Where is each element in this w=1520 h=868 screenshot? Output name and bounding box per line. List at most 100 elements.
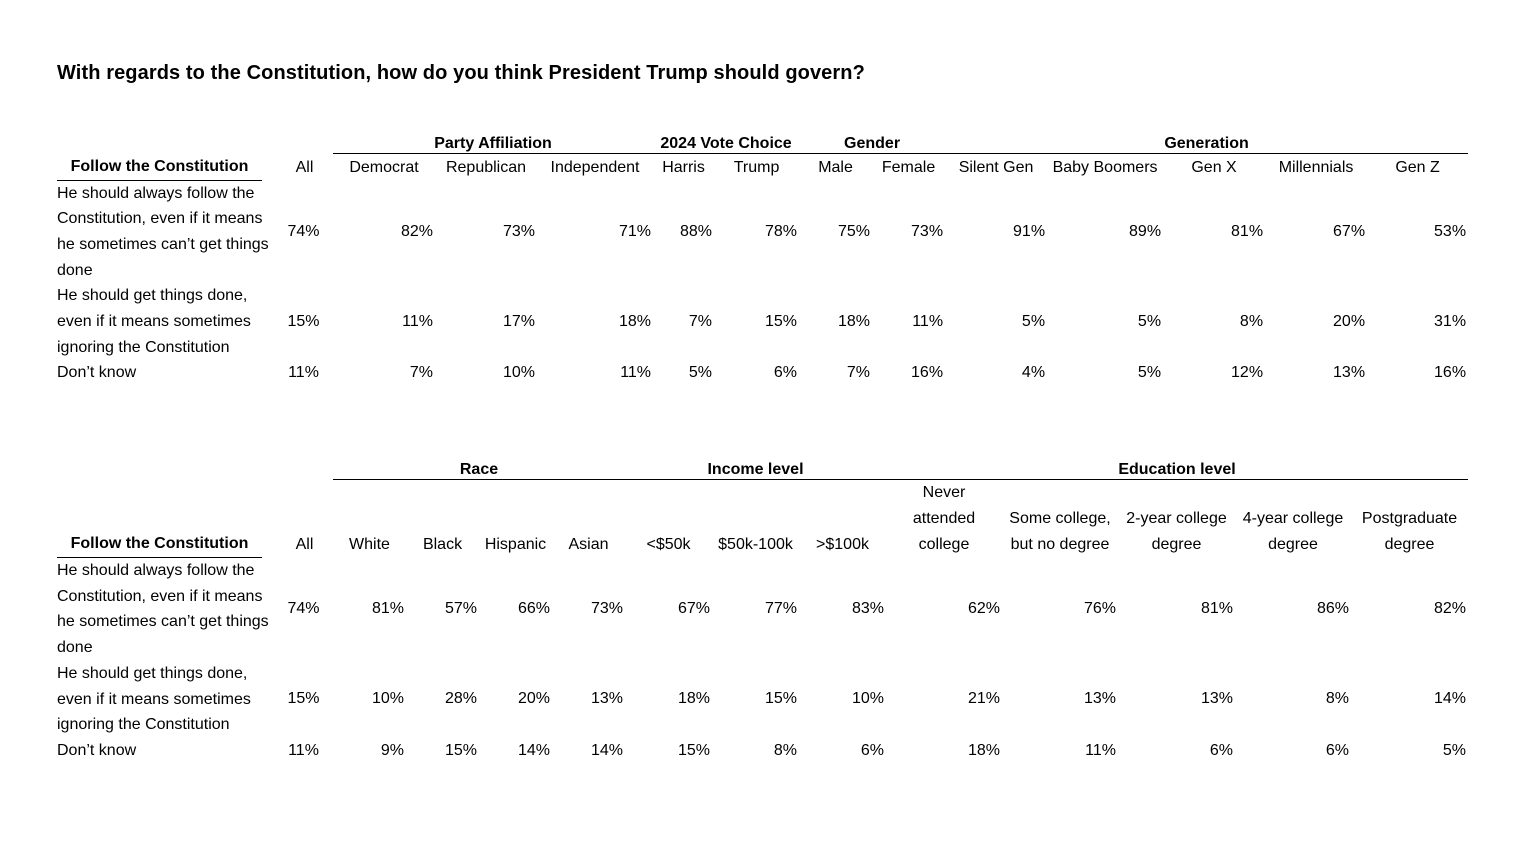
response-label: He should get things done, even if it me… bbox=[57, 664, 251, 734]
value-cell: 14% bbox=[590, 741, 623, 759]
column-header: Millennials bbox=[1278, 158, 1354, 176]
value-cell: 13% bbox=[1083, 690, 1116, 708]
value-cell: 12% bbox=[1231, 364, 1264, 382]
response-label: He should always follow the Constitution… bbox=[57, 184, 269, 279]
value-cell: 11% bbox=[288, 364, 319, 382]
value-cell: 18% bbox=[677, 690, 710, 708]
column-header: >$100k bbox=[816, 536, 869, 553]
value-cell: 62% bbox=[967, 600, 1000, 618]
value-cell: 71% bbox=[619, 222, 652, 240]
value-cell: 11% bbox=[288, 741, 319, 759]
group-income-level: Income level bbox=[625, 453, 886, 480]
group-race: Race bbox=[333, 453, 625, 480]
value-cell: 15% bbox=[287, 690, 320, 708]
value-cell: 6% bbox=[1325, 741, 1349, 759]
column-header: <$50k bbox=[646, 536, 691, 553]
table-row: He should always follow the Constitution… bbox=[57, 558, 1468, 661]
value-cell: 8% bbox=[1325, 690, 1349, 708]
column-header: Gen Z bbox=[1395, 158, 1440, 176]
value-cell: 21% bbox=[967, 690, 1000, 708]
value-cell: 6% bbox=[1209, 741, 1233, 759]
value-cell: 81% bbox=[371, 600, 404, 618]
page-title: With regards to the Constitution, how do… bbox=[57, 62, 865, 84]
column-header: Asian bbox=[568, 536, 609, 553]
table-row: Don’t know 11% 9% 15% 14% 14% 15% 8% 6% … bbox=[57, 738, 1468, 764]
value-cell: 75% bbox=[838, 222, 871, 240]
value-cell: 11% bbox=[1085, 741, 1116, 759]
response-label: He should always follow the Constitution… bbox=[57, 562, 269, 657]
value-cell: 82% bbox=[1434, 600, 1467, 618]
value-cell: 15% bbox=[287, 312, 320, 330]
value-cell: 83% bbox=[851, 600, 884, 618]
group-vote-choice: 2024 Vote Choice bbox=[653, 127, 800, 154]
row-header: Follow the Constitution bbox=[57, 154, 262, 181]
value-cell: 89% bbox=[1129, 222, 1162, 240]
value-cell: 74% bbox=[287, 600, 320, 618]
value-cell: 10% bbox=[502, 364, 535, 382]
value-cell: 7% bbox=[688, 312, 713, 330]
crosstab-table-2: Race Income level Education level Follow… bbox=[57, 453, 1469, 764]
value-cell: 81% bbox=[1200, 600, 1233, 618]
column-header: Gen X bbox=[1191, 158, 1237, 176]
value-cell: 15% bbox=[765, 312, 798, 330]
value-cell: 76% bbox=[1083, 600, 1116, 618]
value-cell: 67% bbox=[677, 600, 710, 618]
group-header-row: Party Affiliation 2024 Vote Choice Gende… bbox=[57, 127, 1469, 154]
value-cell: 57% bbox=[444, 600, 477, 618]
value-cell: 14% bbox=[517, 741, 550, 759]
column-header: Black bbox=[422, 536, 463, 553]
value-cell: 15% bbox=[677, 741, 710, 759]
value-cell: 10% bbox=[851, 690, 884, 708]
column-header: White bbox=[349, 536, 390, 553]
column-header: All bbox=[295, 536, 314, 553]
value-cell: 11% bbox=[620, 364, 652, 382]
group-party-affiliation: Party Affiliation bbox=[333, 127, 654, 154]
value-cell: 91% bbox=[1013, 222, 1046, 240]
value-cell: 20% bbox=[517, 690, 550, 708]
column-header: 2-year college degree bbox=[1126, 510, 1227, 553]
column-header: Hispanic bbox=[484, 536, 547, 553]
value-cell: 82% bbox=[400, 222, 433, 240]
column-header: Never attended college bbox=[912, 484, 976, 553]
value-cell: 81% bbox=[1231, 222, 1264, 240]
value-cell: 7% bbox=[846, 364, 871, 382]
table-row: He should get things done, even if it me… bbox=[57, 661, 1468, 738]
value-cell: 53% bbox=[1434, 222, 1467, 240]
table-row: He should always follow the Constitution… bbox=[57, 181, 1468, 284]
column-header: Baby Boomers bbox=[1052, 158, 1158, 176]
column-header-row: Follow the Constitution All Democrat Rep… bbox=[57, 154, 1468, 181]
value-cell: 5% bbox=[1021, 312, 1046, 330]
column-header: Independent bbox=[550, 158, 640, 176]
value-cell: 28% bbox=[444, 690, 477, 708]
column-header: 4-year college degree bbox=[1242, 510, 1344, 553]
value-cell: 20% bbox=[1333, 312, 1366, 330]
value-cell: 5% bbox=[688, 364, 713, 382]
group-header-row: Race Income level Education level bbox=[57, 453, 1469, 480]
value-cell: 4% bbox=[1021, 364, 1046, 382]
column-header: $50k-100k bbox=[718, 536, 793, 553]
value-cell: 31% bbox=[1434, 312, 1467, 330]
column-header: Female bbox=[881, 158, 936, 176]
table-row: He should get things done, even if it me… bbox=[57, 283, 1468, 360]
column-header: Harris bbox=[662, 158, 705, 176]
column-header: Republican bbox=[445, 158, 527, 176]
value-cell: 18% bbox=[967, 741, 1000, 759]
crosstab-table-1: Party Affiliation 2024 Vote Choice Gende… bbox=[57, 127, 1469, 386]
value-cell: 5% bbox=[1137, 312, 1162, 330]
value-cell: 13% bbox=[1200, 690, 1233, 708]
column-header-row: Follow the Constitution All White Black … bbox=[57, 480, 1468, 558]
value-cell: 6% bbox=[773, 364, 798, 382]
column-header: All bbox=[295, 158, 314, 176]
value-cell: 73% bbox=[911, 222, 944, 240]
value-cell: 7% bbox=[409, 364, 433, 382]
value-cell: 15% bbox=[444, 741, 477, 759]
group-education-level: Education level bbox=[886, 453, 1469, 480]
value-cell: 86% bbox=[1316, 600, 1349, 618]
value-cell: 66% bbox=[517, 600, 550, 618]
value-cell: 17% bbox=[502, 312, 535, 330]
value-cell: 18% bbox=[619, 312, 652, 330]
value-cell: 74% bbox=[287, 222, 320, 240]
column-header: Some college, but no degree bbox=[1009, 510, 1111, 553]
value-cell: 88% bbox=[680, 222, 713, 240]
value-cell: 14% bbox=[1434, 690, 1467, 708]
